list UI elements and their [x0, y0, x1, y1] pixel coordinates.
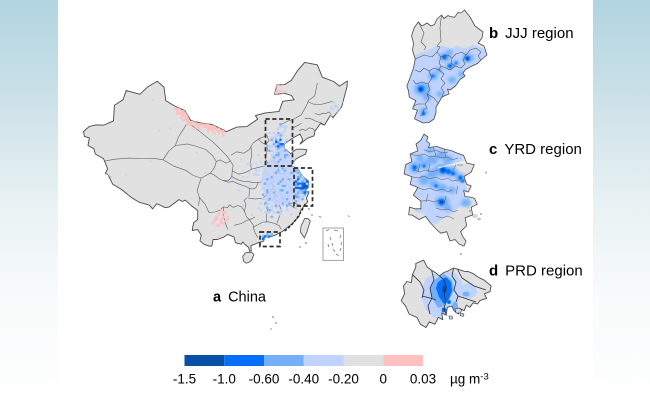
svg-text:-1.5: -1.5 — [173, 372, 196, 387]
svg-text:-1.0: -1.0 — [213, 372, 236, 387]
svg-text:-0.40: -0.40 — [288, 372, 319, 387]
svg-text:µg m-3: µg m-3 — [450, 372, 489, 387]
svg-text:-0.60: -0.60 — [249, 372, 280, 387]
svg-text:0.03: 0.03 — [410, 372, 436, 387]
svg-text:-0.20: -0.20 — [328, 372, 359, 387]
svg-text:0: 0 — [379, 372, 387, 387]
